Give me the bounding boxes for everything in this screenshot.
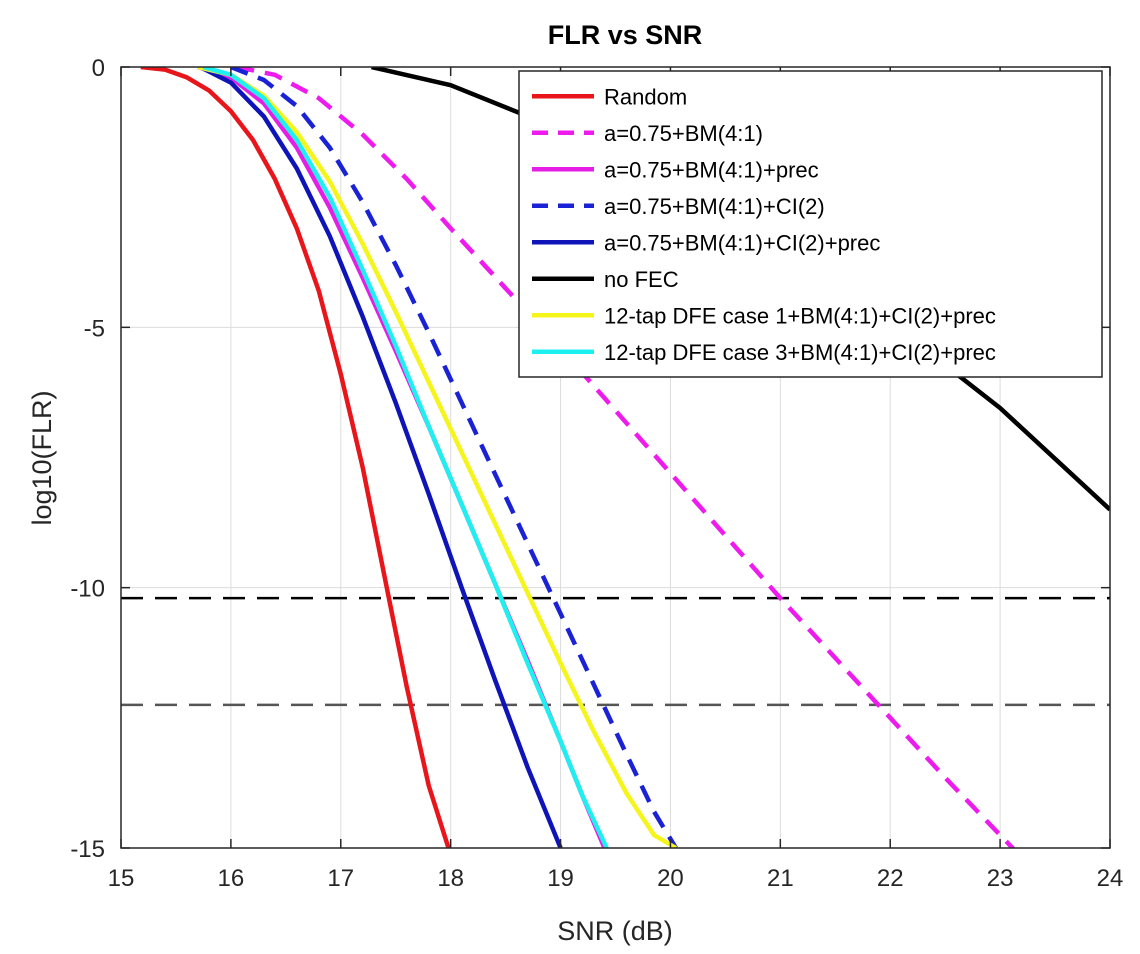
- x-tick-label: 16: [218, 865, 245, 892]
- x-tick-label: 17: [327, 865, 354, 892]
- series-line-a-0-75-bm-4-1: [235, 67, 1016, 848]
- y-tick-label: 0: [92, 55, 105, 82]
- x-tick-label: 19: [547, 865, 574, 892]
- reference-lines: [121, 596, 1110, 707]
- x-tick-label: 18: [437, 865, 464, 892]
- y-tick-label: -15: [70, 836, 105, 863]
- x-tick-label: 23: [987, 865, 1014, 892]
- x-tick-label: 15: [108, 865, 135, 892]
- series-line-a-0-75-bm-4-1-ci-2-prec: [199, 67, 563, 848]
- plot-frame: [120, 66, 1111, 849]
- series-line-12-tap-dfe-case-1-bm-4-1-ci-2-prec: [197, 67, 678, 848]
- y-tick-label: -5: [84, 315, 105, 342]
- tick-labels: 15 16 17 18 19 20 21 22 23 24 0 -5 -10 -15: [70, 55, 1123, 892]
- series-line-12-tap-dfe-case-3-bm-4-1-ci-2-prec: [202, 67, 609, 848]
- x-tick-label: 21: [767, 865, 794, 892]
- legend-label: 12-tap DFE case 3+BM(4:1)+CI(2)+prec: [604, 340, 996, 365]
- chart-title: FLR vs SNR: [548, 20, 703, 50]
- y-tick-label: -10: [70, 576, 105, 603]
- legend-label: Random: [604, 84, 687, 109]
- legend-box: [518, 70, 1103, 378]
- legend-label: no FEC: [604, 267, 679, 292]
- x-tick-label: 24: [1097, 865, 1124, 892]
- x-tick-label: 20: [657, 865, 684, 892]
- y-axis-label: log10(FLR): [27, 390, 57, 525]
- legend-label: a=0.75+BM(4:1)+CI(2): [604, 194, 825, 219]
- x-axis-label: SNR (dB): [557, 916, 673, 946]
- series-line-a-0-75-bm-4-1-ci-2: [230, 67, 678, 848]
- legend-label: a=0.75+BM(4:1): [604, 121, 763, 146]
- legend-label: 12-tap DFE case 1+BM(4:1)+CI(2)+prec: [604, 303, 996, 328]
- x-tick-label: 22: [877, 865, 904, 892]
- legend: Random a=0.75+BM(4:1) a=0.75+BM(4:1)+prec a…: [518, 70, 1103, 378]
- series-line-random: [140, 67, 451, 848]
- legend-label: a=0.75+BM(4:1)+CI(2)+prec: [604, 230, 880, 255]
- legend-label: a=0.75+BM(4:1)+prec: [604, 157, 819, 182]
